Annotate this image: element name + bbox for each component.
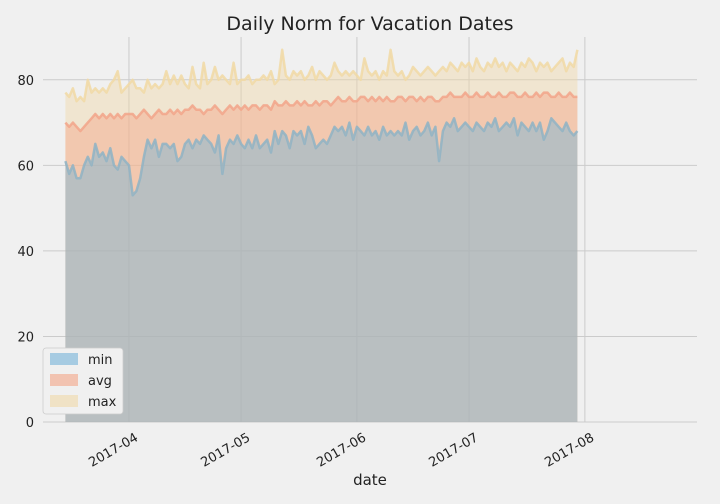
legend-swatch-min <box>50 353 78 365</box>
y-tick-label: 40 <box>17 245 34 260</box>
line-min <box>64 117 579 197</box>
line-max <box>64 48 579 103</box>
area-max <box>65 49 578 423</box>
legend-label-avg: avg <box>88 374 112 389</box>
area-min <box>65 118 578 423</box>
legend-swatch-avg <box>50 374 78 386</box>
y-tick-label: 0 <box>26 416 34 431</box>
y-tick-label: 20 <box>17 330 34 345</box>
y-axis-ticks: 0 20 40 60 80 <box>17 74 34 431</box>
area-avg <box>65 92 578 422</box>
x-axis-label: date <box>353 471 387 489</box>
line-avg <box>64 91 578 133</box>
y-tick-label: 60 <box>17 159 34 174</box>
y-tick-label: 80 <box>17 74 34 89</box>
legend-label-min: min <box>88 353 113 368</box>
plot-areas <box>64 48 579 423</box>
legend-label-max: max <box>88 395 117 410</box>
legend-swatch-max <box>50 395 78 407</box>
chart-title: Daily Norm for Vacation Dates <box>226 13 513 35</box>
legend: min avg max <box>42 347 124 415</box>
